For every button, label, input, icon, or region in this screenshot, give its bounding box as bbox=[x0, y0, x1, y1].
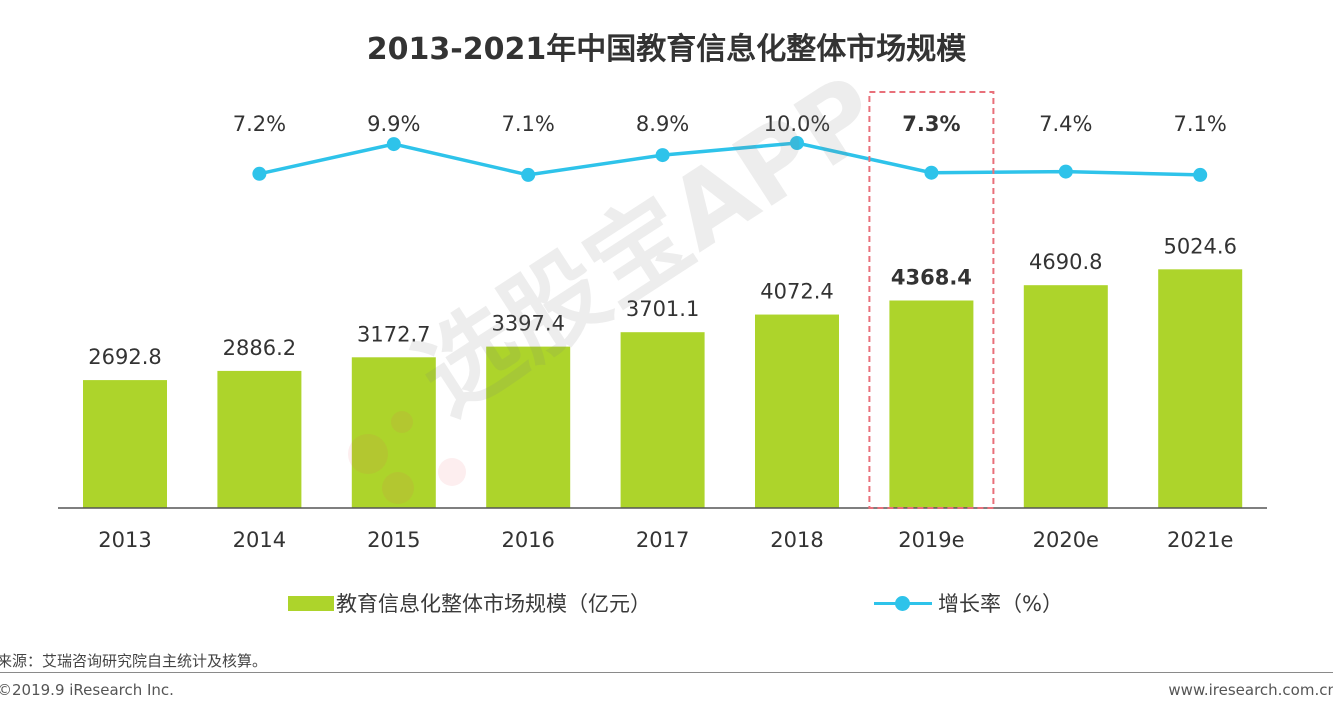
bar-value-label-2019e: 4368.4 bbox=[891, 266, 972, 290]
chart-title: 2013-2021年中国教育信息化整体市场规模 bbox=[366, 32, 967, 67]
x-tick-label-2021e: 2021e bbox=[1167, 528, 1233, 552]
copyright: ©2019.9 iResearch Inc. bbox=[0, 681, 174, 699]
bar-value-label-2021e: 5024.6 bbox=[1163, 234, 1236, 258]
x-tick-label-2016: 2016 bbox=[501, 528, 554, 552]
legend-bar-swatch bbox=[288, 595, 334, 611]
labels-layer: 2692.8 2013 2886.2 2014 3172.7 2015 3397.4 2016… bbox=[88, 112, 1237, 552]
growth-line bbox=[259, 141, 1201, 177]
x-tick-label-2013: 2013 bbox=[98, 528, 151, 552]
x-tick-label-2014: 2014 bbox=[233, 528, 286, 552]
bar-2015 bbox=[351, 357, 436, 508]
growth-line-layer bbox=[252, 136, 1208, 182]
growth-point-2021e bbox=[1193, 167, 1208, 182]
x-tick-label-2019e: 2019e bbox=[898, 528, 964, 552]
growth-label-2017: 8.9% bbox=[636, 112, 689, 136]
growth-label-2014: 7.2% bbox=[233, 112, 286, 136]
bar-2019e bbox=[889, 300, 974, 508]
legend-line-label: 增长率（%） bbox=[938, 592, 1063, 616]
bar-value-label-2017: 3701.1 bbox=[626, 297, 699, 321]
website-link[interactable]: www.iresearch.com.cn bbox=[1168, 681, 1333, 699]
growth-label-2018: 10.0% bbox=[764, 112, 831, 136]
bar-2013 bbox=[83, 380, 167, 508]
growth-label-2020e: 7.4% bbox=[1039, 112, 1092, 136]
growth-point-2014 bbox=[252, 166, 267, 181]
bars-layer bbox=[83, 269, 1243, 508]
growth-point-2019e bbox=[924, 165, 939, 180]
source-note: 来源：艾瑞咨询研究院自主统计及核算。 bbox=[0, 652, 268, 670]
growth-point-2015 bbox=[386, 137, 401, 152]
growth-label-2015: 9.9% bbox=[367, 112, 420, 136]
bar-2017 bbox=[620, 332, 705, 508]
bar-value-label-2014: 2886.2 bbox=[223, 336, 296, 360]
growth-point-2020e bbox=[1058, 164, 1073, 179]
bar-value-label-2016: 3397.4 bbox=[491, 312, 564, 336]
chart-canvas: 2692.8 2013 2886.2 2014 3172.7 2015 3397.4 2016… bbox=[58, 91, 1267, 552]
legend-line-swatch bbox=[874, 593, 932, 613]
bar-2018 bbox=[755, 314, 839, 508]
legend-item-bar: 教育信息化整体市场规模（亿元） bbox=[288, 588, 651, 618]
growth-label-2021e: 7.1% bbox=[1174, 112, 1227, 136]
bar-value-label-2020e: 4690.8 bbox=[1029, 250, 1102, 274]
footer-divider bbox=[0, 672, 1333, 673]
x-tick-label-2015: 2015 bbox=[367, 528, 420, 552]
legend-bar-label: 教育信息化整体市场规模（亿元） bbox=[336, 592, 651, 616]
growth-point-2016 bbox=[521, 167, 536, 182]
watermark-logo-dots bbox=[348, 411, 466, 504]
bar-2021e bbox=[1158, 269, 1243, 508]
x-tick-label-2018: 2018 bbox=[770, 528, 823, 552]
growth-label-2019e: 7.3% bbox=[902, 112, 960, 136]
growth-point-2018 bbox=[790, 136, 804, 150]
bar-2020e bbox=[1023, 285, 1108, 508]
bar-value-label-2015: 3172.7 bbox=[357, 322, 430, 346]
growth-point-2017 bbox=[655, 148, 670, 163]
bar-value-label-2018: 4072.4 bbox=[760, 280, 833, 304]
x-tick-label-2017: 2017 bbox=[636, 528, 689, 552]
x-tick-label-2020e: 2020e bbox=[1033, 528, 1099, 552]
bar-value-label-2013: 2692.8 bbox=[88, 345, 161, 369]
bar-2014 bbox=[217, 370, 302, 508]
highlight-box-2019e bbox=[868, 91, 995, 509]
legend-item-line: 增长率（%） bbox=[874, 588, 1063, 618]
growth-label-2016: 7.1% bbox=[502, 112, 555, 136]
bar-2016 bbox=[486, 346, 571, 508]
